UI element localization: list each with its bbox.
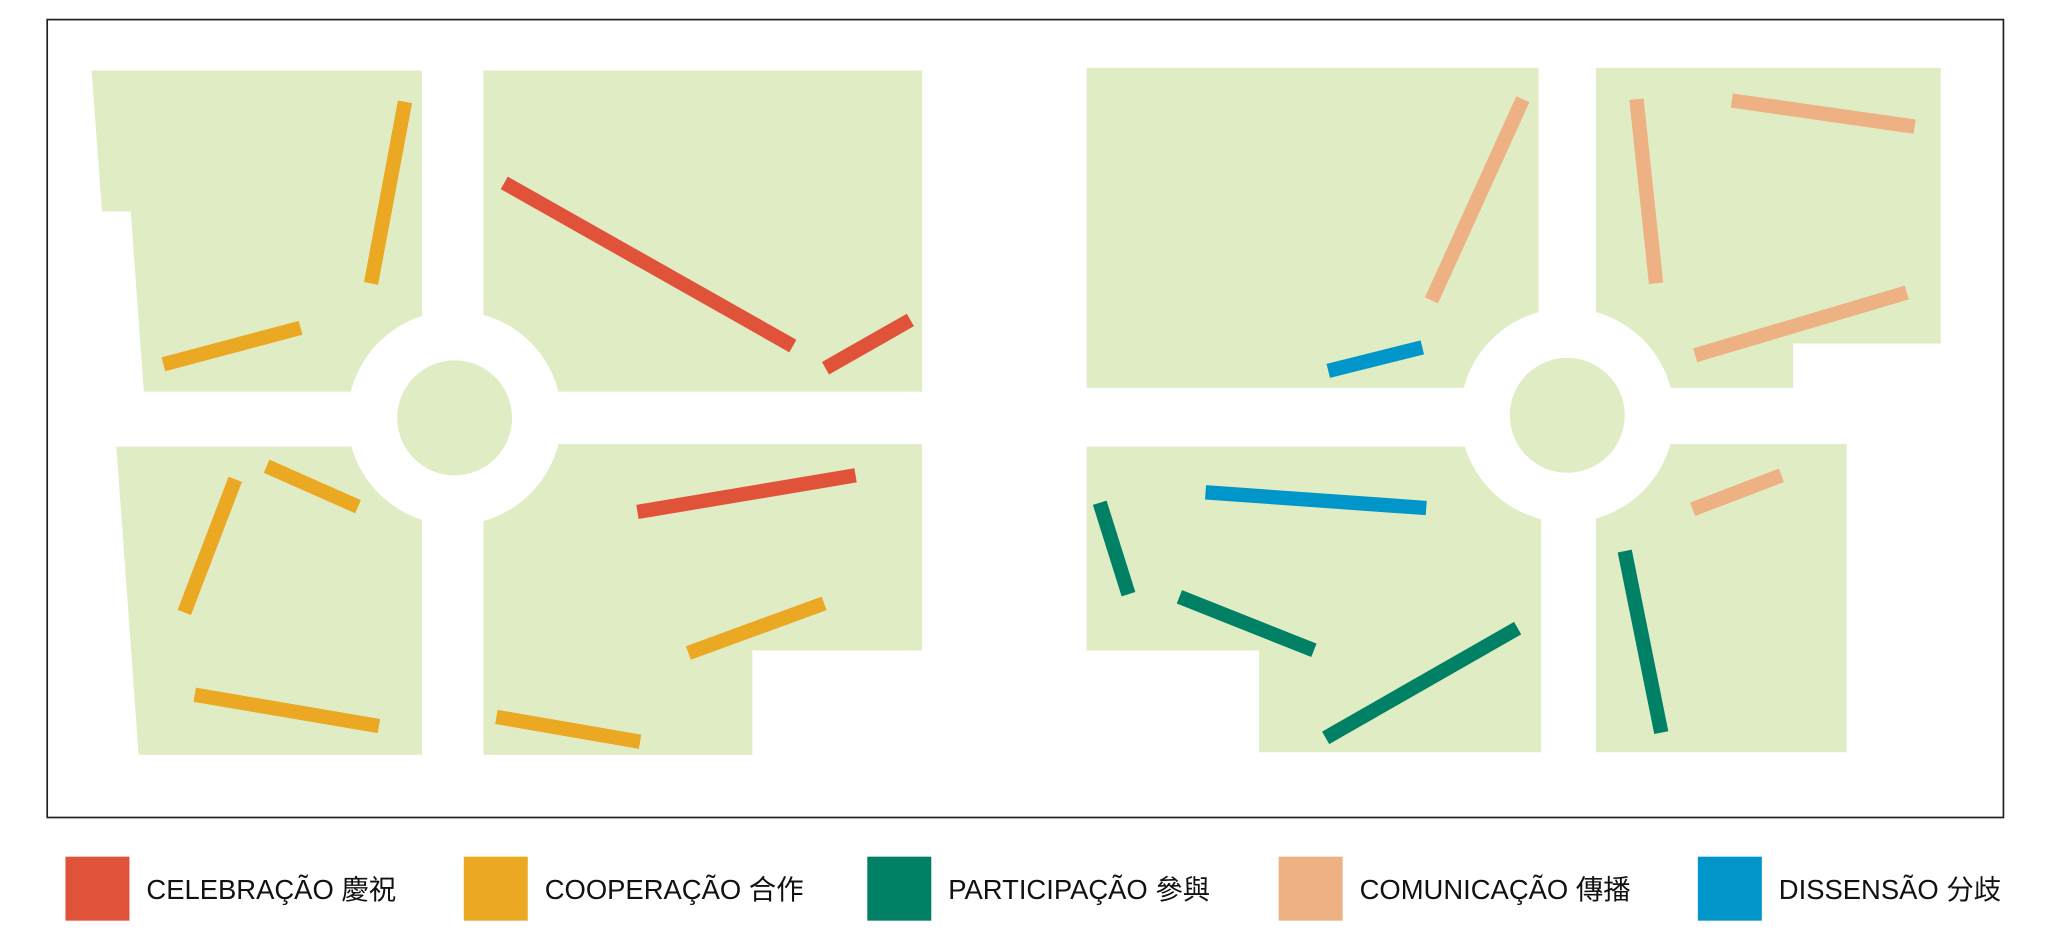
plot — [1595, 444, 1847, 753]
activity-bars — [161, 93, 1916, 749]
activity-bar — [1730, 93, 1916, 134]
legend-swatch — [1697, 856, 1762, 921]
activity-bar — [1322, 621, 1522, 745]
legend-swatch — [1278, 856, 1343, 921]
activity-bar — [1092, 500, 1136, 597]
activity-bar — [1424, 96, 1530, 304]
activity-bar — [161, 320, 303, 372]
activity-bar — [1205, 485, 1427, 516]
plot — [483, 444, 923, 755]
activity-bar — [1617, 549, 1669, 735]
activity-bar — [1690, 468, 1784, 517]
activity-bar — [1629, 98, 1664, 285]
legend-label: PARTICIPAÇÃO 參與 — [948, 874, 1210, 905]
activity-bar — [263, 459, 361, 514]
activity-bar — [495, 709, 642, 749]
activity-bar — [1326, 340, 1425, 378]
legend-label: CELEBRAÇÃO 慶祝 — [146, 874, 396, 905]
activity-bar — [193, 687, 381, 734]
roundabout-island — [397, 360, 513, 476]
plot — [483, 70, 923, 392]
activity-bar — [636, 468, 857, 519]
activity-bar — [363, 100, 413, 285]
activity-bar — [1176, 590, 1317, 658]
legend-swatch — [65, 856, 130, 921]
legend-label: COOPERAÇÃO 合作 — [545, 874, 804, 905]
legend-label: COMUNICAÇÃO 傳播 — [1360, 874, 1631, 905]
activity-bar — [1693, 285, 1909, 363]
plot — [91, 70, 429, 392]
legend-swatch — [463, 856, 528, 921]
legend: CELEBRAÇÃO 慶祝 COOPERAÇÃO 合作 PARTICIPAÇÃO 參… — [65, 856, 2001, 921]
activity-bar — [500, 176, 797, 353]
legend-swatch — [867, 856, 932, 921]
activity-bar — [685, 596, 827, 660]
roundabout-island — [1509, 357, 1625, 473]
left-block — [78, 52, 941, 784]
plot — [1086, 67, 1539, 388]
activity-bar — [177, 476, 242, 616]
activity-bar — [821, 313, 914, 375]
plot — [116, 446, 422, 755]
legend-label: DISSENSÃO 分歧 — [1779, 874, 2001, 905]
